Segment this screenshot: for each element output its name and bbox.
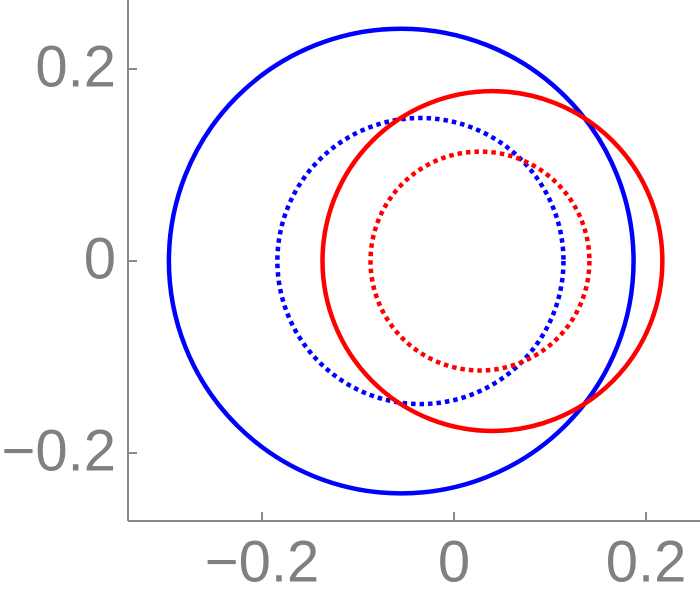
y-tick-label: −0.2 <box>2 418 117 483</box>
x-tick-label: 0 <box>438 529 470 594</box>
curve <box>166 26 636 496</box>
y-tick-label: 0.2 <box>35 34 116 99</box>
x-tick-label: 0.2 <box>606 529 687 594</box>
x-tick-label: −0.2 <box>205 529 320 594</box>
y-tick-label: 0 <box>84 226 116 291</box>
curve <box>368 149 592 373</box>
curve <box>320 88 665 434</box>
curve <box>275 115 566 407</box>
